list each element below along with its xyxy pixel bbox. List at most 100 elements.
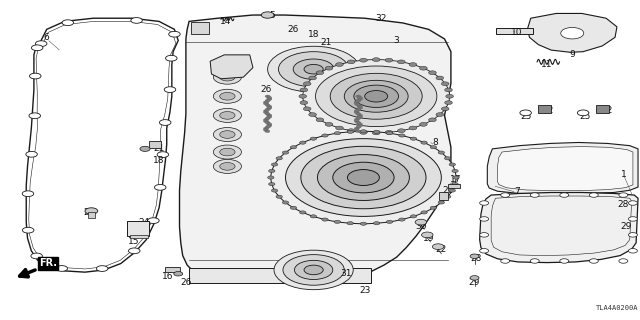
Circle shape bbox=[264, 118, 269, 121]
Circle shape bbox=[430, 206, 436, 209]
Circle shape bbox=[291, 146, 296, 149]
Circle shape bbox=[628, 201, 637, 205]
Circle shape bbox=[268, 46, 360, 92]
Circle shape bbox=[479, 217, 488, 221]
Circle shape bbox=[263, 120, 268, 122]
Circle shape bbox=[264, 127, 269, 130]
Circle shape bbox=[387, 132, 393, 135]
Polygon shape bbox=[487, 142, 638, 194]
Circle shape bbox=[429, 118, 436, 122]
Circle shape bbox=[267, 107, 272, 109]
Text: 28: 28 bbox=[618, 200, 629, 209]
Circle shape bbox=[397, 129, 405, 132]
Circle shape bbox=[294, 260, 333, 279]
Circle shape bbox=[322, 218, 328, 221]
Circle shape bbox=[220, 163, 235, 170]
Circle shape bbox=[429, 71, 436, 75]
Circle shape bbox=[264, 102, 269, 105]
Circle shape bbox=[356, 100, 361, 102]
Circle shape bbox=[276, 157, 282, 160]
Circle shape bbox=[358, 124, 363, 127]
Circle shape bbox=[271, 131, 456, 224]
Circle shape bbox=[335, 126, 343, 130]
Bar bbox=[189, 268, 371, 283]
Text: 25: 25 bbox=[579, 113, 591, 122]
Circle shape bbox=[420, 66, 428, 70]
Text: FR.: FR. bbox=[39, 258, 57, 268]
Circle shape bbox=[299, 94, 307, 98]
Circle shape bbox=[263, 129, 268, 131]
Circle shape bbox=[265, 108, 270, 111]
Circle shape bbox=[436, 113, 444, 116]
Circle shape bbox=[560, 193, 569, 197]
Circle shape bbox=[157, 152, 169, 157]
Circle shape bbox=[421, 211, 428, 214]
Circle shape bbox=[159, 120, 171, 125]
Circle shape bbox=[356, 104, 361, 106]
Circle shape bbox=[31, 45, 43, 51]
Circle shape bbox=[433, 244, 444, 250]
Circle shape bbox=[444, 157, 451, 160]
Circle shape bbox=[148, 218, 159, 223]
Circle shape bbox=[470, 254, 479, 259]
Circle shape bbox=[269, 169, 275, 172]
Text: 25: 25 bbox=[520, 113, 531, 122]
Circle shape bbox=[213, 70, 241, 84]
Circle shape bbox=[358, 107, 363, 109]
Circle shape bbox=[304, 64, 323, 74]
Circle shape bbox=[358, 116, 363, 118]
Circle shape bbox=[356, 113, 361, 115]
Text: 31: 31 bbox=[340, 268, 351, 278]
Circle shape bbox=[628, 217, 637, 221]
Circle shape bbox=[303, 82, 311, 86]
Circle shape bbox=[283, 255, 344, 285]
Text: 7: 7 bbox=[514, 188, 520, 196]
Circle shape bbox=[97, 266, 108, 271]
Circle shape bbox=[355, 130, 360, 132]
Text: 32: 32 bbox=[375, 14, 387, 23]
Circle shape bbox=[421, 141, 428, 144]
Circle shape bbox=[354, 102, 359, 105]
Circle shape bbox=[267, 105, 272, 108]
Circle shape bbox=[131, 18, 142, 23]
Circle shape bbox=[357, 98, 362, 100]
Polygon shape bbox=[479, 193, 638, 263]
Circle shape bbox=[619, 193, 628, 197]
Circle shape bbox=[269, 182, 275, 186]
Bar bbox=[191, 22, 209, 34]
Circle shape bbox=[154, 185, 166, 190]
Polygon shape bbox=[179, 15, 451, 283]
Circle shape bbox=[164, 87, 176, 92]
Circle shape bbox=[444, 195, 451, 198]
Circle shape bbox=[354, 118, 359, 121]
Circle shape bbox=[445, 88, 452, 92]
Polygon shape bbox=[497, 147, 633, 191]
Bar bbox=[596, 105, 609, 113]
Text: 16: 16 bbox=[163, 272, 174, 281]
Circle shape bbox=[356, 108, 361, 111]
Circle shape bbox=[445, 101, 452, 105]
Circle shape bbox=[449, 163, 456, 166]
Circle shape bbox=[271, 163, 278, 166]
Circle shape bbox=[300, 141, 306, 144]
Circle shape bbox=[316, 66, 437, 126]
Circle shape bbox=[360, 58, 367, 62]
Circle shape bbox=[220, 73, 235, 81]
Circle shape bbox=[310, 215, 317, 218]
Circle shape bbox=[330, 73, 422, 119]
Circle shape bbox=[560, 259, 569, 263]
Circle shape bbox=[303, 107, 311, 111]
Text: 5: 5 bbox=[269, 11, 275, 20]
Polygon shape bbox=[210, 55, 253, 79]
Circle shape bbox=[276, 195, 282, 198]
Text: 29: 29 bbox=[621, 222, 632, 231]
Circle shape bbox=[446, 94, 454, 98]
Circle shape bbox=[385, 58, 393, 62]
Circle shape bbox=[213, 145, 241, 159]
Circle shape bbox=[265, 100, 270, 102]
Circle shape bbox=[409, 126, 417, 130]
Bar bbox=[130, 235, 148, 238]
Circle shape bbox=[267, 124, 272, 127]
Circle shape bbox=[220, 131, 235, 138]
Text: 21: 21 bbox=[321, 38, 332, 47]
